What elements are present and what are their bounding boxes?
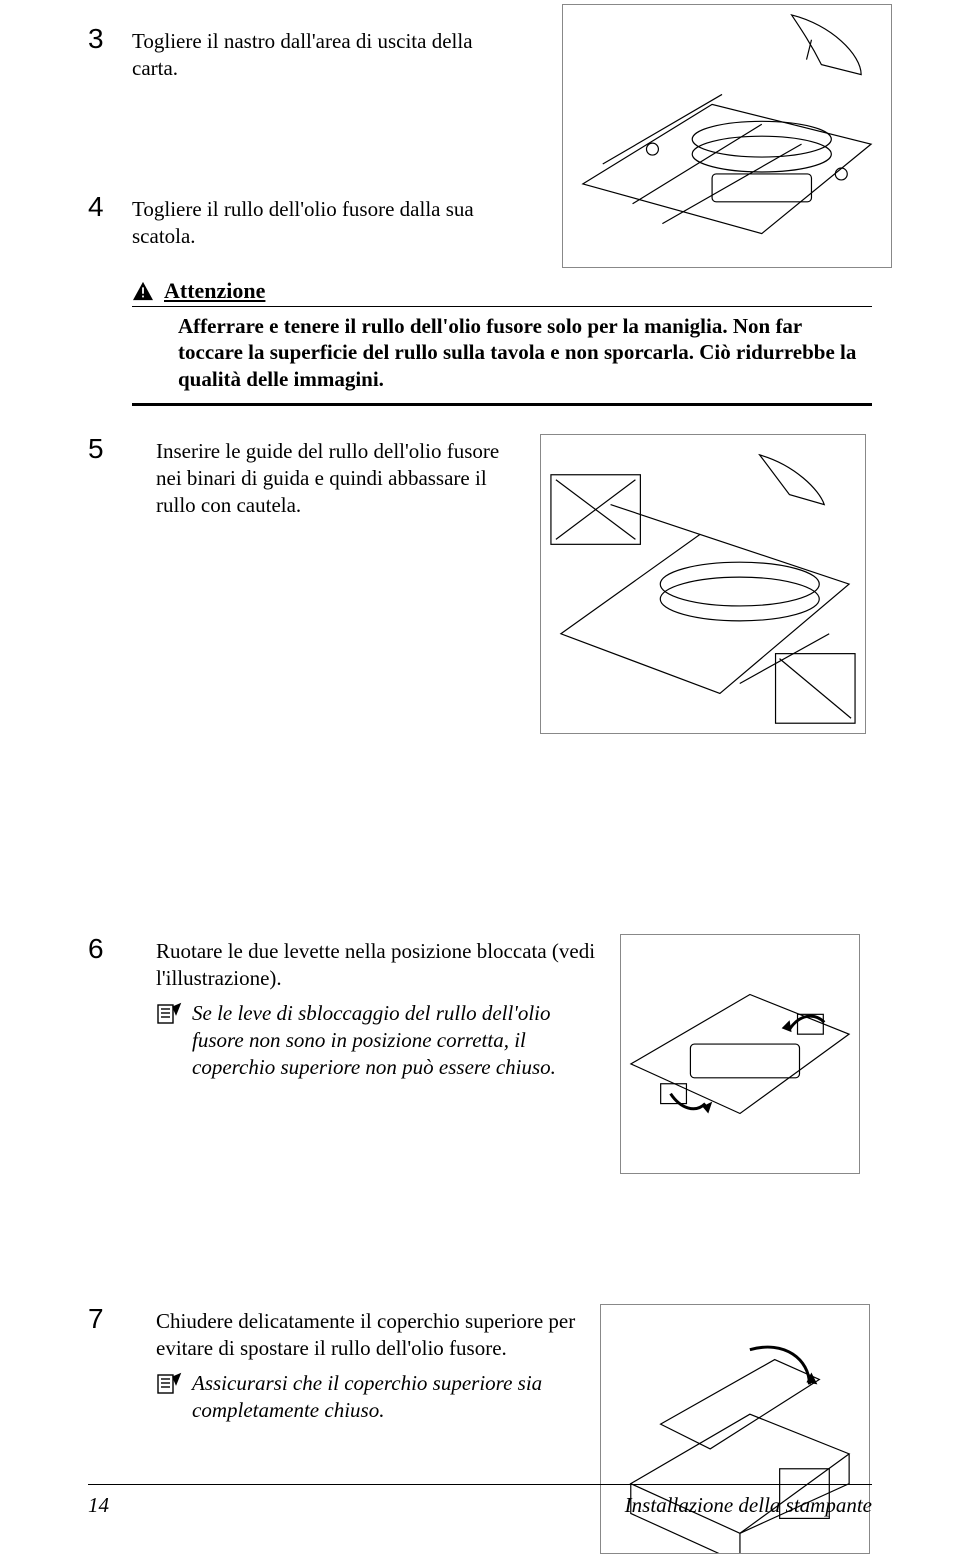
page-footer: 14 Installazione della stampante	[88, 1484, 872, 1518]
step-6: 6 Ruotare le due levette nella posizione…	[88, 934, 872, 1174]
footer-section-title: Installazione della stampante	[625, 1493, 872, 1518]
step-number: 3	[88, 24, 132, 55]
note-text: Se le leve di sbloccaggio del rullo dell…	[192, 1000, 596, 1081]
warning-icon	[132, 281, 154, 301]
step-number: 6	[88, 934, 132, 965]
printer-internal-illustration	[563, 5, 891, 267]
step-3: 3 Togliere il nastro dall'area di uscita…	[88, 24, 518, 82]
step-5: 5 Inserire le guide del rullo dell'olio …	[88, 434, 872, 734]
page-number: 14	[88, 1493, 109, 1518]
step-number: 7	[88, 1304, 132, 1335]
figure-step6	[620, 934, 860, 1174]
step7-note: Assicurarsi che il coperchio superiore s…	[156, 1370, 576, 1424]
manual-page: 3 Togliere il nastro dall'area di uscita…	[0, 0, 960, 1556]
insert-roller-illustration	[541, 435, 865, 733]
attention-label: Attenzione	[164, 278, 265, 304]
step-number: 4	[88, 192, 132, 223]
note-icon	[156, 1002, 182, 1026]
step-text: Togliere il nastro dall'area di uscita d…	[132, 24, 518, 82]
lock-levers-illustration	[621, 935, 859, 1173]
attention-body: Afferrare e tenere il rullo dell'olio fu…	[132, 307, 872, 407]
attention-header: Attenzione	[132, 278, 872, 307]
figure-step5	[540, 434, 866, 734]
figure-step3-4	[562, 4, 892, 268]
step-4: 4 Togliere il rullo dell'olio fusore dal…	[88, 192, 518, 250]
steps-3-4-block: 3 Togliere il nastro dall'area di uscita…	[88, 24, 872, 250]
note-text: Assicurarsi che il coperchio superiore s…	[192, 1370, 576, 1424]
step6-note: Se le leve di sbloccaggio del rullo dell…	[156, 1000, 596, 1081]
step-text: Chiudere delicatamente il coperchio supe…	[156, 1304, 576, 1362]
attention-callout: Attenzione Afferrare e tenere il rullo d…	[132, 278, 872, 407]
step-text: Togliere il rullo dell'olio fusore dalla…	[132, 192, 518, 250]
step-number: 5	[88, 434, 132, 465]
note-icon	[156, 1372, 182, 1396]
step-text: Inserire le guide del rullo dell'olio fu…	[156, 434, 516, 519]
step-text: Ruotare le due levette nella posizione b…	[156, 934, 596, 992]
